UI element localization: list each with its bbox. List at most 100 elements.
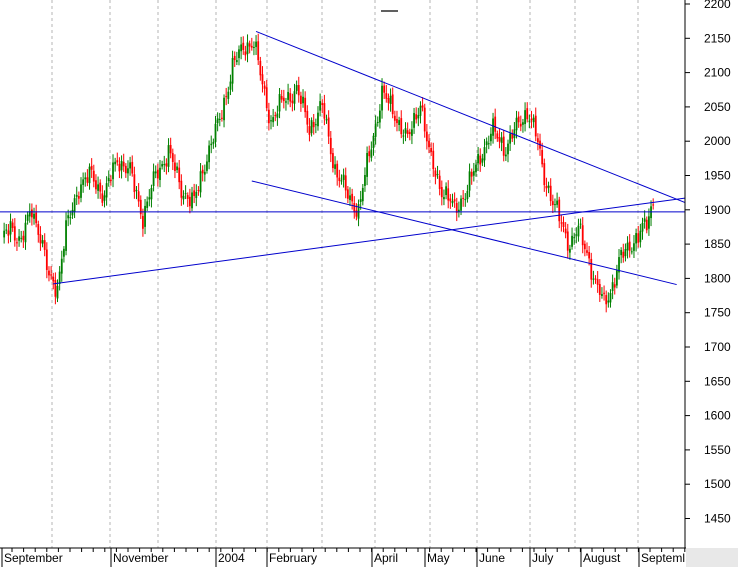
candle xyxy=(154,165,157,179)
candle-body xyxy=(596,279,599,285)
candle xyxy=(289,88,292,108)
candle-body xyxy=(124,165,127,174)
candle-body xyxy=(156,169,159,179)
candle xyxy=(396,110,398,132)
candle xyxy=(528,114,531,129)
candle xyxy=(349,187,351,206)
time-tick-label: July xyxy=(532,551,553,565)
candle xyxy=(116,152,119,166)
candle-body xyxy=(637,233,640,243)
candle xyxy=(344,167,347,199)
time-ticks: September November 2004 February April May Jun… xyxy=(1,548,686,567)
candle-body xyxy=(624,249,627,257)
candle xyxy=(425,124,428,150)
candle xyxy=(648,208,650,236)
candle-body xyxy=(620,250,623,256)
candle-body xyxy=(385,93,388,99)
price-tick-label: 1800 xyxy=(704,271,731,285)
candle xyxy=(494,108,497,140)
candle xyxy=(613,277,616,295)
time-tick-label: September xyxy=(4,551,63,565)
candle xyxy=(470,168,473,185)
price-tick-label: 1650 xyxy=(704,374,731,388)
candle xyxy=(129,156,131,176)
candle xyxy=(342,168,345,188)
candle xyxy=(434,167,437,185)
candle-body xyxy=(477,153,480,164)
candle xyxy=(481,153,484,167)
candle-body xyxy=(522,122,524,125)
candle-body xyxy=(645,219,648,231)
candle-body xyxy=(583,243,586,250)
candle-body xyxy=(383,85,386,93)
candle-body xyxy=(524,110,526,125)
candle xyxy=(159,159,161,188)
candle xyxy=(457,201,460,218)
candle xyxy=(300,91,302,112)
candle-body xyxy=(150,187,153,200)
candle xyxy=(327,110,330,145)
candle-body xyxy=(144,205,146,227)
candle xyxy=(485,137,488,154)
candle xyxy=(37,220,40,243)
candle-body xyxy=(507,143,509,155)
candle-body xyxy=(579,223,582,225)
candle xyxy=(519,115,522,132)
time-tick-label: November xyxy=(113,551,168,565)
candle xyxy=(314,118,317,134)
candle xyxy=(543,158,546,192)
candle xyxy=(231,50,234,92)
candle xyxy=(524,102,526,132)
candle xyxy=(530,110,533,129)
candle-body xyxy=(310,120,313,134)
candle xyxy=(71,202,74,219)
candle-body xyxy=(519,123,522,127)
candle xyxy=(45,242,48,279)
candle xyxy=(52,272,55,290)
candle-body xyxy=(178,167,181,183)
candle-body xyxy=(594,278,597,280)
candle-body xyxy=(11,222,14,228)
candle xyxy=(180,174,183,206)
candle xyxy=(554,198,556,212)
candle-body xyxy=(99,182,102,192)
candle xyxy=(312,113,315,135)
candle-body xyxy=(639,230,642,243)
candle-body xyxy=(502,136,505,156)
candle xyxy=(263,81,266,96)
time-axis-panel xyxy=(0,548,738,567)
candle-body xyxy=(297,85,300,96)
price-tick-label: 1850 xyxy=(704,237,731,251)
candle-body xyxy=(184,193,187,195)
candle xyxy=(242,36,245,55)
candle xyxy=(310,117,313,137)
candle-body xyxy=(393,115,396,121)
candle xyxy=(609,289,612,308)
candle xyxy=(618,249,620,280)
candle xyxy=(265,79,268,112)
candle-body xyxy=(73,198,76,212)
candle-body xyxy=(293,91,296,104)
candle-body xyxy=(357,204,360,219)
candle xyxy=(199,163,202,198)
candle xyxy=(186,192,189,207)
candle-body xyxy=(509,133,512,144)
candle xyxy=(445,182,447,200)
candle-body xyxy=(545,185,548,189)
candle xyxy=(633,235,635,259)
candle-body xyxy=(154,171,157,174)
candle xyxy=(304,91,307,118)
candle-body xyxy=(588,252,591,259)
time-tick-label: 2004 xyxy=(218,551,245,565)
candle-body xyxy=(340,180,343,182)
candle-body xyxy=(43,240,46,250)
candle-body xyxy=(526,108,529,120)
candle xyxy=(319,93,322,117)
candle-body xyxy=(84,177,87,180)
candle xyxy=(479,148,482,172)
candle xyxy=(7,223,10,244)
time-tick-label: Septeml xyxy=(641,551,685,565)
candle-body xyxy=(496,133,499,139)
candle xyxy=(184,185,187,200)
candle xyxy=(50,266,53,280)
